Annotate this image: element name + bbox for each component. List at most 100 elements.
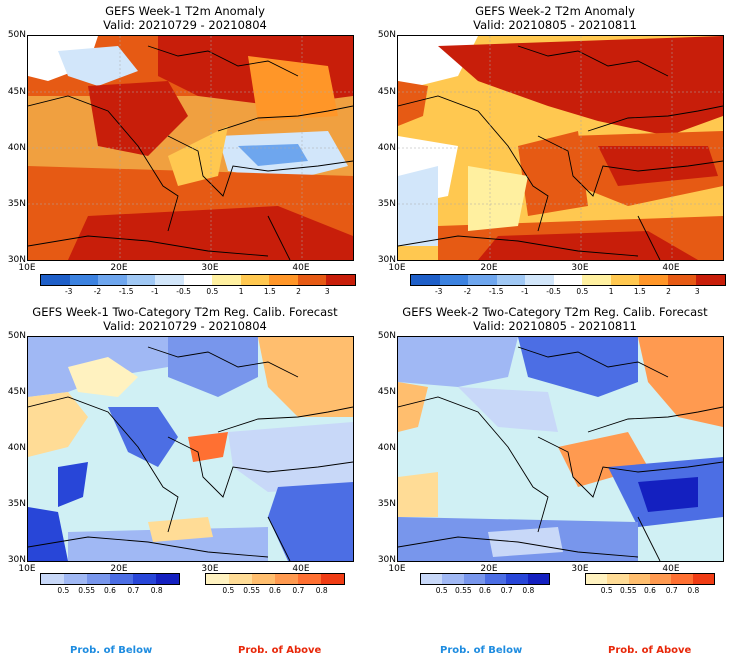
lon-label: 10E: [18, 564, 36, 574]
colorbar-swatch: [586, 574, 608, 584]
lon-label: 20E: [480, 263, 498, 273]
colorbar-swatch: [326, 275, 356, 285]
colorbar-tick-label: -2: [463, 287, 472, 296]
colorbar-tick-label: 0.5: [206, 287, 219, 296]
lon-label: 10E: [388, 263, 406, 273]
lat-label: 30N: [377, 555, 396, 565]
colorbar-tick-label: 0.55: [454, 586, 472, 595]
colorbar-swatch: [582, 275, 611, 285]
colorbar-tick-label: 0.7: [665, 586, 678, 595]
colorbar-tick-label: 0.8: [687, 586, 700, 595]
lat-label: 50N: [7, 331, 26, 341]
colorbar-swatch: [64, 574, 87, 584]
panel-week1-anomaly: GEFS Week-1 T2m Anomaly Valid: 20210729 …: [0, 0, 370, 300]
colorbar-tick-label: 0.55: [243, 586, 260, 595]
lat-label: 50N: [377, 30, 396, 40]
lon-label: 10E: [388, 564, 406, 574]
colorbar-swatch: [252, 574, 275, 584]
panel-title: GEFS Week-2 Two-Category T2m Reg. Calib.…: [402, 305, 708, 319]
lat-label: 45N: [7, 87, 26, 97]
colorbar-swatch: [639, 275, 668, 285]
prob-above-label: Prob. of Above: [608, 645, 692, 656]
lon-label: 30E: [571, 564, 589, 574]
colorbar-tick-label: 3: [694, 287, 700, 296]
colorbar-swatch: [442, 574, 464, 584]
colorbar-swatch: [468, 275, 497, 285]
panel-week2-probability: GEFS Week-2 Two-Category T2m Reg. Calib.…: [370, 300, 740, 662]
colorbar-swatch: [110, 574, 133, 584]
colorbar-swatch: [696, 275, 726, 285]
colorbar-swatch: [126, 275, 156, 285]
panel-valid-range: Valid: 20210805 - 20210811: [473, 319, 637, 333]
colorbar-tick-label: -1.5: [488, 287, 504, 296]
colorbar-swatch: [69, 275, 99, 285]
lat-label: 40N: [377, 143, 396, 153]
colorbar-tick-label: 0.5: [600, 586, 613, 595]
colorbar-tick-label: 1.5: [263, 287, 276, 296]
colorbar-tick-label: 0.5: [435, 586, 448, 595]
prob-below-colorbar: [420, 573, 550, 585]
colorbar-swatch: [610, 275, 640, 285]
colorbar-tick-label: -3: [64, 287, 73, 296]
colorbar-swatch: [229, 574, 252, 584]
colorbar-swatch: [275, 574, 298, 584]
anomaly-colorbar: [40, 274, 356, 286]
colorbar-swatch: [421, 574, 443, 584]
colorbar-tick-label: 0.7: [500, 586, 513, 595]
panel-title: GEFS Week-1 Two-Category T2m Reg. Calib.…: [32, 305, 338, 319]
lon-label: 40E: [292, 564, 310, 574]
colorbar-tick-label: 0.6: [644, 586, 656, 595]
lon-label: 20E: [110, 564, 128, 574]
colorbar-swatch: [269, 275, 298, 285]
panel-title: GEFS Week-2 T2m Anomaly: [475, 4, 635, 18]
probability-map-week2: [397, 336, 724, 562]
lat-label: 35N: [7, 499, 26, 509]
colorbar-swatch: [553, 275, 583, 285]
lat-label: 50N: [7, 30, 26, 40]
colorbar-tick-label: -1.5: [118, 287, 134, 296]
colorbar-swatch: [298, 574, 321, 584]
lat-label: 40N: [7, 143, 26, 153]
lat-label: 50N: [377, 331, 396, 341]
colorbar-swatch: [628, 574, 650, 584]
colorbar-swatch: [133, 574, 156, 584]
anomaly-map-week1: [27, 35, 354, 261]
panel-valid-range: Valid: 20210729 - 20210804: [103, 18, 267, 32]
lat-label: 45N: [377, 87, 396, 97]
lat-label: 45N: [377, 387, 396, 397]
colorbar-swatch: [41, 275, 70, 285]
colorbar-tick-label: 0.8: [315, 586, 328, 595]
colorbar-tick-label: 2: [296, 287, 301, 296]
colorbar-swatch: [41, 574, 64, 584]
colorbar-tick-label: -1: [151, 287, 159, 296]
colorbar-tick-label: -0.5: [546, 287, 561, 296]
prob-above-colorbar: [205, 573, 345, 585]
colorbar-swatch: [671, 574, 693, 584]
lat-label: 45N: [7, 387, 26, 397]
colorbar-tick-label: 1.5: [633, 287, 646, 296]
colorbar-swatch: [98, 275, 127, 285]
lon-label: 30E: [571, 263, 589, 273]
colorbar-tick-label: 0.5: [57, 586, 70, 595]
colorbar-swatch: [411, 275, 440, 285]
colorbar-swatch: [484, 574, 507, 584]
colorbar-swatch: [183, 275, 213, 285]
panel-valid-range: Valid: 20210805 - 20210811: [473, 18, 637, 32]
lon-label: 40E: [662, 263, 680, 273]
lat-label: 40N: [7, 443, 26, 453]
colorbar-swatch: [155, 275, 184, 285]
colorbar-swatch: [463, 574, 485, 584]
colorbar-swatch: [321, 574, 344, 584]
colorbar-swatch: [692, 574, 714, 584]
colorbar-tick-label: 0.55: [78, 586, 95, 595]
lat-label: 30N: [7, 255, 26, 265]
colorbar-swatch: [212, 275, 241, 285]
colorbar-tick-label: 0.8: [150, 586, 163, 595]
colorbar-tick-label: 3: [324, 287, 330, 296]
colorbar-tick-label: 0.5: [576, 287, 589, 296]
colorbar-swatch: [607, 574, 629, 584]
colorbar-tick-label: 0.5: [222, 586, 235, 595]
prob-below-colorbar: [40, 573, 180, 585]
colorbar-swatch: [506, 574, 528, 584]
lon-label: 30E: [201, 564, 219, 574]
